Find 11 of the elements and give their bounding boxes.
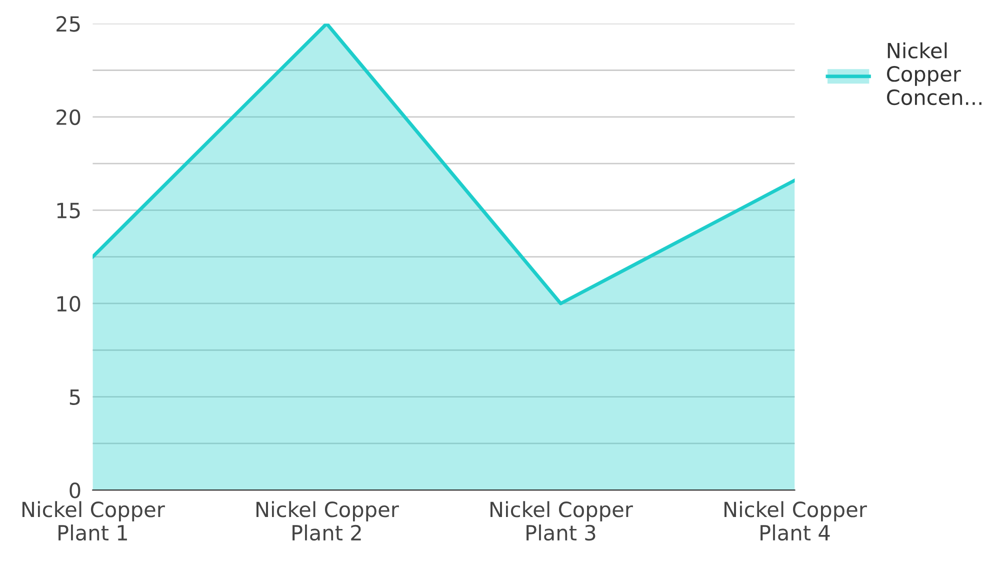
x-tick-label: Nickel Copper Plant 1 xyxy=(22,501,165,541)
x-tick-label: Nickel Copper Plant 4 xyxy=(724,501,867,541)
y-tick-label: 25 xyxy=(56,16,80,32)
y-tick-label: 10 xyxy=(57,296,80,312)
y-tick-label: 0 xyxy=(70,482,80,498)
y-tick-label: 5 xyxy=(70,390,80,405)
y-tick-label: 15 xyxy=(57,202,80,218)
x-tick-label: Nickel Copper Plant 3 xyxy=(490,501,633,541)
legend-label: Nickel Copper Concen... xyxy=(887,42,982,106)
y-tick-label: 20 xyxy=(56,109,80,126)
x-tick-label: Nickel Copper Plant 2 xyxy=(256,501,399,541)
